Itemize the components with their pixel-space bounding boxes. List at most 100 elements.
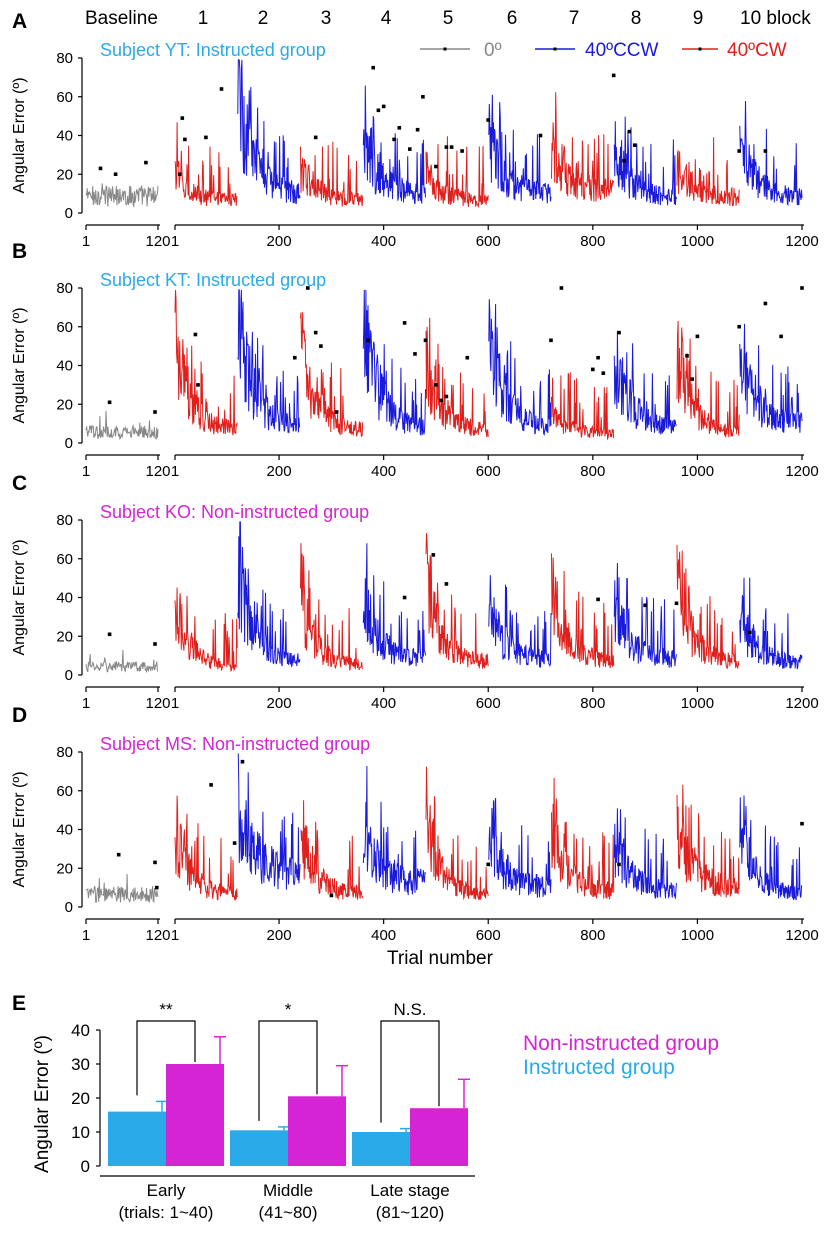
outlier-point [763,149,768,153]
x-tick-label: 1 [171,927,179,944]
outlier-point [153,410,157,414]
significance-label: N.S. [393,1000,426,1019]
y-tick-label: 20 [56,628,73,645]
outlier-point [232,841,237,845]
outlier-point [204,135,208,140]
block-7-trace [551,553,615,669]
block-10-trace [739,323,803,433]
block-3-trace [300,800,364,901]
category-label: Early [147,1181,186,1200]
baseline-x-tick-label: 120 [145,233,170,250]
block-1-trace [174,587,238,672]
bar-y-tick-label: 10 [71,1123,90,1142]
block-6-trace [488,575,552,668]
outlier-point [800,821,804,826]
outlier-point [421,95,425,99]
x-tick-label: 600 [476,233,501,250]
panel-d: D Subject MS: Non-instructed group Angular… [11,704,819,944]
outlier-point [381,104,386,109]
category-sublabel: (trials: 1~40) [119,1203,214,1222]
baseline-trace [85,649,159,674]
block-2-trace [237,753,301,890]
outlier-point [153,642,157,646]
block-6-trace [488,798,552,898]
outlier-point [460,149,464,153]
x-tick-label: 200 [267,695,292,712]
outlier-point [632,143,637,147]
y-tick-label: 0 [65,435,73,452]
outlier-point [408,147,412,151]
outlier-point [313,135,318,140]
block-1-trace [174,289,238,436]
outlier-point [591,367,595,372]
y-axis-label: Angular Error (º) [11,771,28,887]
x-tick-label: 1 [171,695,179,712]
x-tick-label: 400 [371,233,396,250]
significance-label: ** [159,1000,173,1019]
outlier-point [486,862,490,867]
block-number-4: 4 [381,8,392,29]
x-tick-label: 800 [580,695,605,712]
y-tick-label: 60 [56,319,73,336]
outlier-point [747,630,752,635]
outlier-point [449,145,454,149]
bar-y-tick-label: 30 [71,1055,90,1074]
outlier-point [415,127,420,132]
outlier-point [177,172,182,176]
legend-entry: 40ºCW [727,40,787,61]
block-10-header: 10 block [740,8,811,29]
panel-letter-e: E [12,992,26,1015]
baseline-x-tick-label: 1 [82,233,90,250]
baseline-x-tick-label: 120 [145,927,170,944]
block-9-trace [676,137,740,207]
bar-legend-noninstructed: Non-instructed group [523,1032,719,1055]
block-5-trace [425,533,489,669]
x-tick-label: 600 [476,695,501,712]
outlier-point [431,553,436,557]
baseline-x-tick-label: 1 [82,463,90,480]
bar-instructed [108,1111,166,1166]
y-tick-label: 40 [56,590,73,607]
y-tick-label: 80 [56,744,73,761]
outlier-point [439,398,443,403]
outlier-point [98,166,103,171]
panel-letter-a: A [12,10,27,33]
outlier-point [319,344,323,348]
block-number-1: 1 [198,8,209,29]
x-tick-label: 800 [580,463,605,480]
y-tick-label: 80 [56,512,73,529]
outlier-point [434,164,438,169]
outlier-point [402,595,407,600]
block-8-trace [613,116,677,206]
x-tick-label: 400 [371,463,396,480]
outlier-point [695,334,700,339]
outlier-point [240,759,245,764]
outlier-point [193,332,198,337]
category-label: Middle [263,1181,313,1200]
block-4-trace [362,765,426,896]
outlier-point [402,321,407,325]
outlier-point [155,885,159,890]
bar-y-axis-label: Angular Error (º) [32,1035,53,1173]
baseline-x-tick-label: 1 [82,695,90,712]
outlier-point [219,87,224,91]
outlier-point [549,338,553,343]
outlier-point [601,371,606,375]
outlier-point [486,118,490,122]
y-tick-label: 60 [56,783,73,800]
outlier-point [596,597,600,602]
outlier-point [559,286,564,290]
y-tick-label: 40 [56,822,73,839]
y-tick-label: 0 [65,205,73,222]
block-8-trace [613,331,677,435]
panel-title: Subject KO: Non-instructed group [100,502,369,522]
panel-letter-c: C [12,472,27,495]
outlier-point [779,334,783,339]
block-numbers: 1 2 3 4 5 6 7 8 9 [198,8,704,29]
y-tick-label: 0 [65,667,73,684]
baseline-x-tick-label: 120 [145,463,170,480]
outlier-point [366,338,370,343]
x-tick-label: 1200 [785,695,818,712]
block-10-trace [739,795,803,901]
panel-e-bar-chart: E Angular Error (º) 0 10 20 30 40 Early (trials:… [12,992,719,1222]
